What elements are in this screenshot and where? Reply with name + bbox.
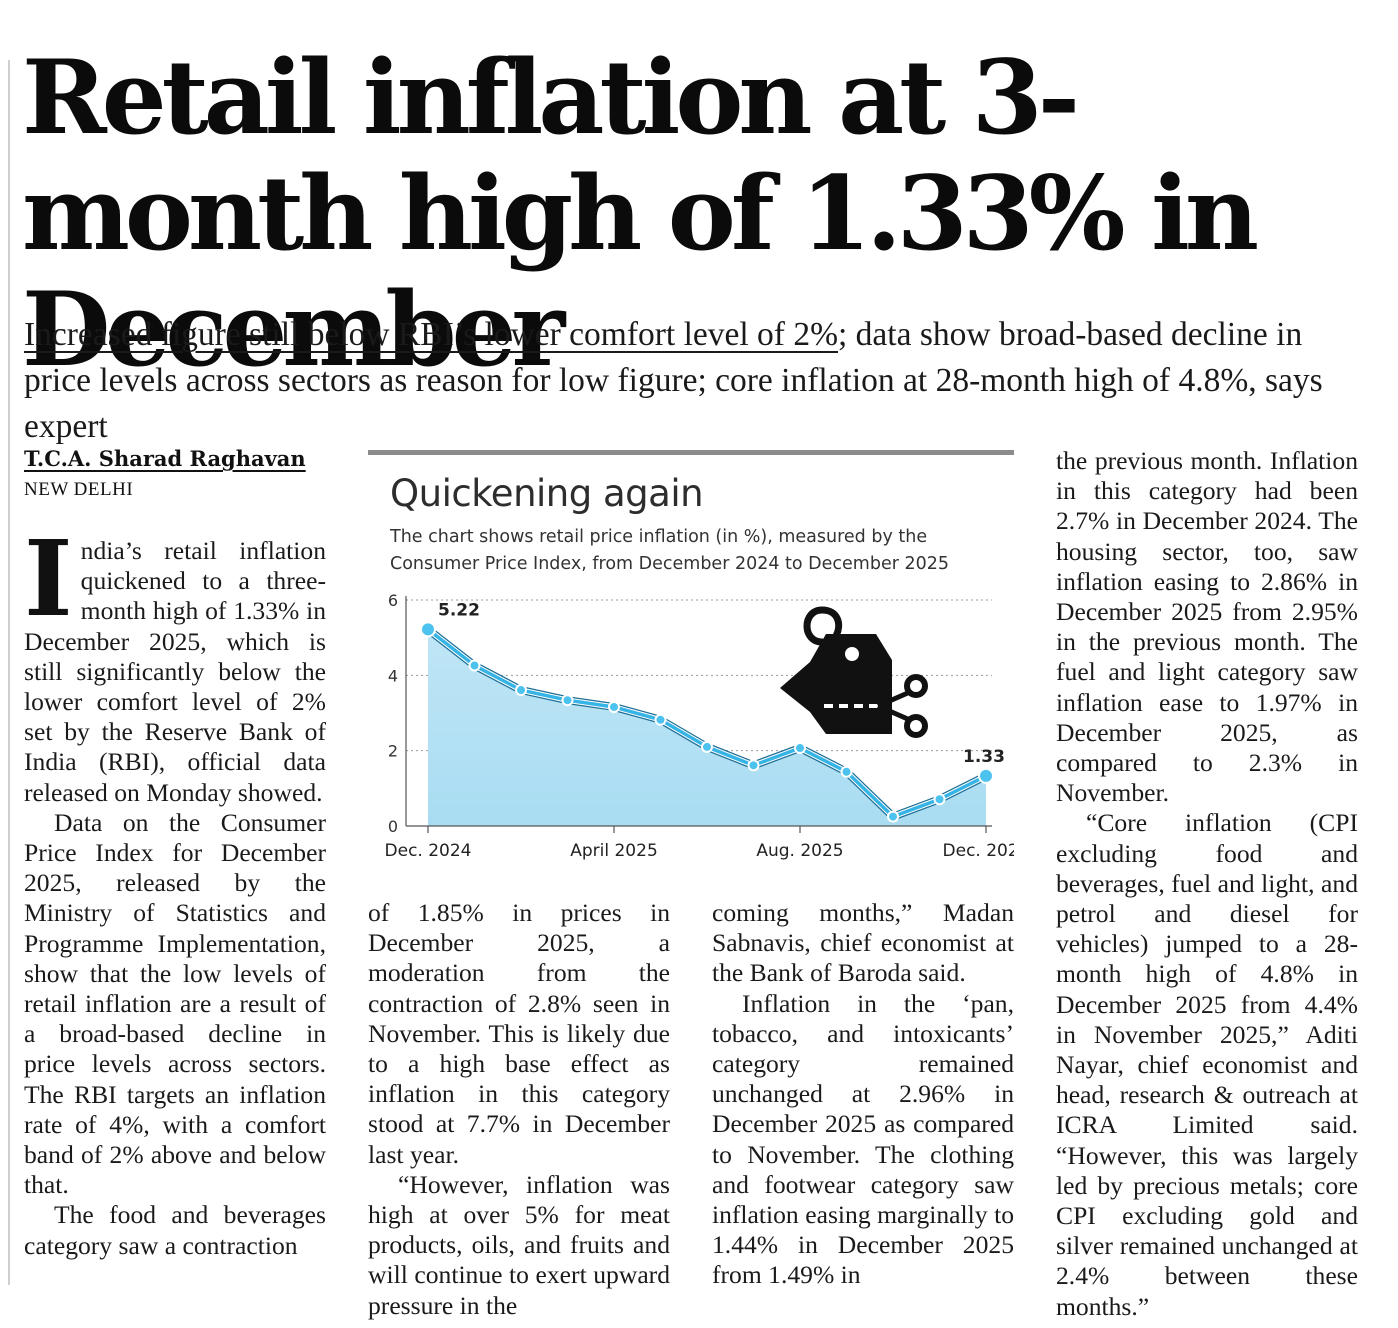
chart-subtitle: The chart shows retail price inflation (… — [390, 527, 950, 574]
paragraph-2: Data on the Consumer Price Index for Dec… — [24, 807, 326, 1200]
data-point — [420, 621, 436, 638]
chart-plot: 5.22 1.33 0 2 4 6 Dec. 2024 April 2025 Aug. 202… — [385, 591, 1014, 861]
x-tick-label: Aug. 2025 — [756, 841, 843, 861]
data-point — [794, 742, 806, 755]
column-4: the previous month. Inflation in this ca… — [1056, 446, 1358, 1322]
dateline: NEW DELHI — [24, 479, 134, 500]
data-point — [561, 694, 574, 707]
paragraph-7: Inflation in the ‘pan, tobacco, and into… — [712, 988, 1014, 1290]
x-tick-label: Dec. 2024 — [385, 841, 472, 861]
headline: Retail inflation at 3-month high of 1.33… — [22, 38, 1259, 390]
chart-title: Quickening again — [390, 472, 704, 515]
data-label: 1.33 — [963, 747, 1005, 767]
paragraph-9: “Core inflation (CPI excluding food and … — [1056, 808, 1358, 1321]
paragraph-4: of 1.85% in prices in December 2025, a m… — [368, 898, 670, 1169]
chart-top-rule — [368, 450, 1014, 455]
y-tick-label: 2 — [388, 742, 398, 761]
paragraph-5: “However, inflation was high at over 5% … — [368, 1169, 670, 1320]
chart: Quickening again The chart shows retail … — [368, 450, 1014, 870]
chart-axes: 0 2 4 6 Dec. 2024 April 2025 Aug. 2025 Dec. 202… — [385, 591, 1014, 861]
paragraph-8: the previous month. Inflation in this ca… — [1056, 446, 1358, 808]
data-label: 5.22 — [438, 600, 480, 620]
data-point — [978, 767, 994, 784]
x-tick-label: Dec. 2025 — [943, 841, 1014, 861]
byline: T.C.A. Sharad Raghavan NEW DELHI — [24, 446, 324, 501]
deck: Increased figure still below RBI’s lower… — [24, 312, 1369, 450]
chart-labels: 5.22 1.33 — [438, 600, 1005, 767]
data-point — [840, 765, 853, 778]
chart-area-layer — [428, 629, 986, 826]
price-tag-scissors-icon — [780, 606, 928, 738]
data-point — [654, 713, 667, 726]
byline-author[interactable]: T.C.A. Sharad Raghavan — [24, 446, 306, 471]
data-point — [887, 810, 899, 823]
data-point — [747, 759, 760, 772]
data-point — [933, 793, 946, 806]
paragraph-3: The food and beverages category saw a co… — [24, 1200, 326, 1260]
y-tick-label: 0 — [388, 817, 398, 836]
paragraph-1-text: ndia’s retail inflation quickened to a t… — [24, 536, 326, 807]
x-tick-label: April 2025 — [570, 841, 658, 861]
chart-points — [420, 621, 994, 823]
paragraph-6: coming months,” Madan Sabnavis, chief ec… — [712, 898, 1014, 988]
data-point — [515, 684, 527, 697]
data-point — [608, 700, 620, 713]
y-tick-label: 6 — [388, 591, 398, 610]
chart-area — [428, 629, 986, 826]
data-point — [468, 659, 481, 672]
data-point — [701, 740, 713, 753]
drop-cap: I — [24, 517, 73, 640]
left-column-rule — [8, 60, 10, 1285]
column-2: of 1.85% in prices in December 2025, a m… — [368, 898, 670, 1321]
deck-rest: ; data show broad-based decline in price… — [24, 316, 1323, 445]
y-tick-label: 4 — [388, 666, 398, 685]
deck-underlined: Increased figure still below RBI’s lower… — [24, 316, 838, 353]
column-3: coming months,” Madan Sabnavis, chief ec… — [712, 898, 1014, 1291]
